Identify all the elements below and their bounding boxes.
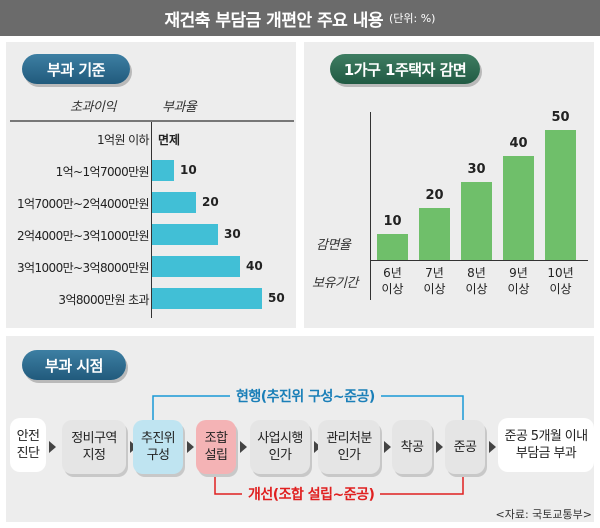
arrow-icon	[436, 441, 443, 453]
step-disposal-approval: 관리처분 인가	[318, 420, 380, 474]
hbar-bar	[152, 160, 174, 181]
hbar-bar	[152, 256, 240, 277]
step-label: 착공	[400, 439, 424, 455]
step-construction-start: 착공	[392, 420, 432, 474]
vbar-bar	[503, 156, 534, 260]
vbar-axis	[370, 112, 371, 300]
step-label: 추진위 구성	[140, 431, 176, 463]
step-zone-designation: 정비구역 지정	[62, 420, 126, 474]
header-rule	[10, 120, 294, 122]
step-label: 조합 설립	[204, 431, 228, 463]
arrow-icon	[489, 441, 496, 453]
arrow-icon	[49, 441, 56, 453]
page-title: 재건축 부담금 개편안 주요 내용	[164, 10, 384, 31]
vbar-value-label: 10	[383, 214, 402, 229]
vbar-category-label: 6년 이상	[381, 266, 404, 296]
hbar-value-label: 50	[268, 291, 285, 305]
hbar-value-label: 40	[246, 259, 263, 273]
hbar-bar	[152, 224, 218, 245]
hbar-value-label: 면제	[158, 133, 181, 147]
hbar-category-label: 1억~1억7000만원	[55, 165, 150, 179]
hbar-category-label: 3억1000만~3억8000만원	[16, 261, 150, 275]
hbar-category-label: 3억8000만원 초과	[58, 293, 149, 307]
vbar-bar	[461, 182, 492, 260]
vbar-baseline	[370, 260, 588, 261]
hbar-value-label: 10	[180, 163, 197, 177]
hbar-value-label: 20	[202, 195, 219, 209]
hbar-bar	[152, 288, 262, 309]
step-association-establishment: 조합 설립	[196, 420, 236, 474]
vbar-category-label: 8년 이상	[465, 266, 488, 296]
current-period-label: 현행(추진위 구성~준공)	[230, 386, 381, 406]
vbar-category-label: 7년 이상	[423, 266, 446, 296]
hbar-value-label: 30	[224, 227, 241, 241]
hbar-axis	[151, 122, 152, 318]
step-label: 준공	[453, 439, 477, 455]
vbar-category-label: 10년 이상	[547, 266, 574, 296]
timing-pill: 부과 시점	[22, 350, 126, 380]
source-note: <자료: 국토교통부>	[495, 508, 592, 521]
vbar-value-label: 20	[425, 188, 444, 203]
vbar-value-label: 30	[467, 162, 486, 177]
arrow-icon	[187, 441, 194, 453]
step-label: 관리처분 인가	[326, 431, 372, 463]
levy-standard-pill: 부과 기준	[22, 54, 130, 84]
step-levy-imposition: 준공 5개월 이내 부담금 부과	[498, 418, 594, 472]
vbar-category-label: 9년 이상	[507, 266, 530, 296]
vbar-value-label: 40	[509, 136, 528, 151]
step-label: 정비구역 지정	[71, 431, 117, 463]
reduction-pill: 1가구 1주택자 감면	[330, 54, 480, 84]
vbar-bar	[545, 130, 576, 260]
hbar-category-label: 2억4000만~3억1000만원	[16, 229, 150, 243]
step-project-approval: 사업시행 인가	[250, 420, 310, 474]
rate-column-header: 부과율	[162, 100, 197, 115]
revised-period-label: 개선(조합 설립~준공)	[242, 484, 381, 504]
hbar-category-label: 1억7000만~2억4000만원	[16, 197, 150, 211]
vbar-value-label: 50	[551, 110, 570, 125]
step-label: 안전 진단	[16, 429, 40, 461]
arrow-icon	[314, 441, 321, 453]
hbar-bar	[152, 192, 196, 213]
step-label: 사업시행 인가	[257, 431, 303, 463]
step-completion: 준공	[445, 420, 485, 474]
title-bar: 재건축 부담금 개편안 주요 내용 (단위: %)	[0, 0, 600, 36]
hbar-category-label: 1억원 이하	[96, 133, 150, 147]
vbar-bar	[377, 234, 408, 260]
arrow-icon	[240, 441, 247, 453]
step-promotion-committee: 추진위 구성	[133, 420, 183, 474]
arrow-icon	[384, 441, 391, 453]
step-label: 준공 5개월 이내 부담금 부과	[504, 429, 589, 461]
profit-column-header: 초과이익	[70, 100, 116, 115]
reduction-ylabel: 감면율	[316, 238, 351, 253]
step-safety-inspection: 안전 진단	[10, 418, 46, 472]
vbar-bar	[419, 208, 450, 260]
unit-label: (단위: %)	[389, 12, 436, 25]
reduction-xlabel: 보유기간	[312, 276, 358, 291]
